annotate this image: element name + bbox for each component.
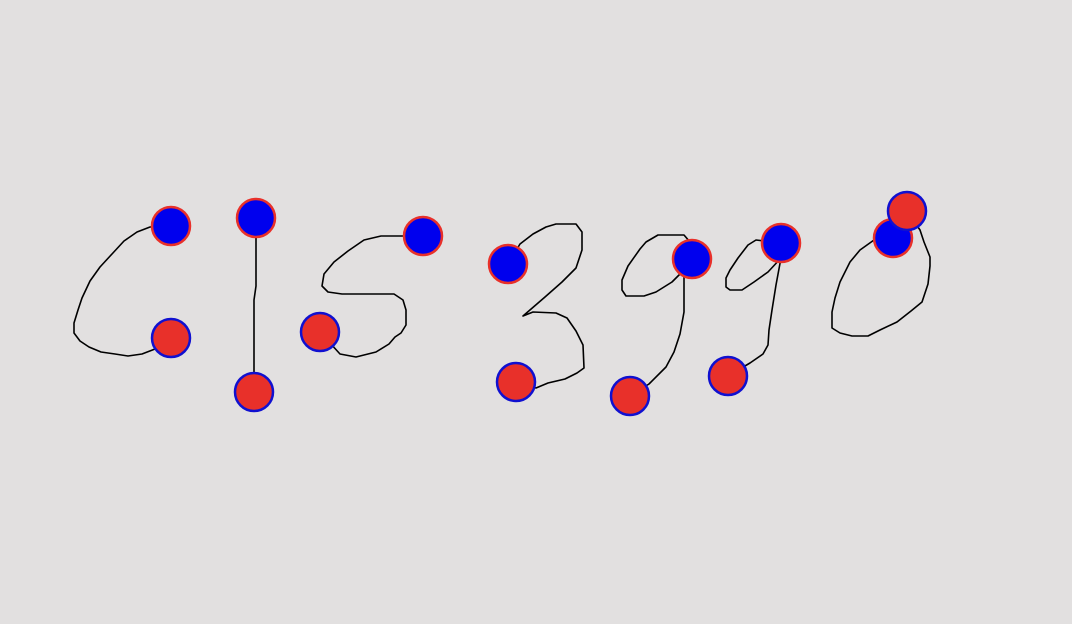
stroke-6-end-marker[interactable] [707,355,749,397]
stroke-1-end-marker[interactable] [150,317,192,359]
stroke-6-path [725,239,782,377]
stroke-2-path [253,217,257,393]
stroke-4[interactable] [487,223,585,403]
stroke-4-path [507,223,585,389]
stroke-1-path [73,225,172,357]
stroke-7-path [831,210,931,337]
stroke-4-end-marker[interactable] [495,361,537,403]
stroke-2-end-marker[interactable] [233,371,275,413]
stroke-3[interactable] [299,215,444,358]
stroke-2-start-marker[interactable] [235,197,277,239]
stroke-3-path [319,235,424,358]
stroke-3-start-marker[interactable] [402,215,444,257]
stroke-5-start-marker[interactable] [671,238,713,280]
stroke-2[interactable] [233,197,277,413]
stroke-1[interactable] [73,205,192,359]
stroke-7[interactable] [831,190,931,337]
stroke-7-end-marker[interactable] [886,190,928,232]
stroke-5-end-marker[interactable] [609,375,651,417]
stroke-4-start-marker[interactable] [487,243,529,285]
stroke-6-start-marker[interactable] [760,222,802,264]
stroke-5-path [621,234,693,397]
stroke-3-end-marker[interactable] [299,311,341,353]
stroke-1-start-marker[interactable] [150,205,192,247]
stroke-5[interactable] [609,234,713,417]
stroke-6[interactable] [707,222,802,397]
